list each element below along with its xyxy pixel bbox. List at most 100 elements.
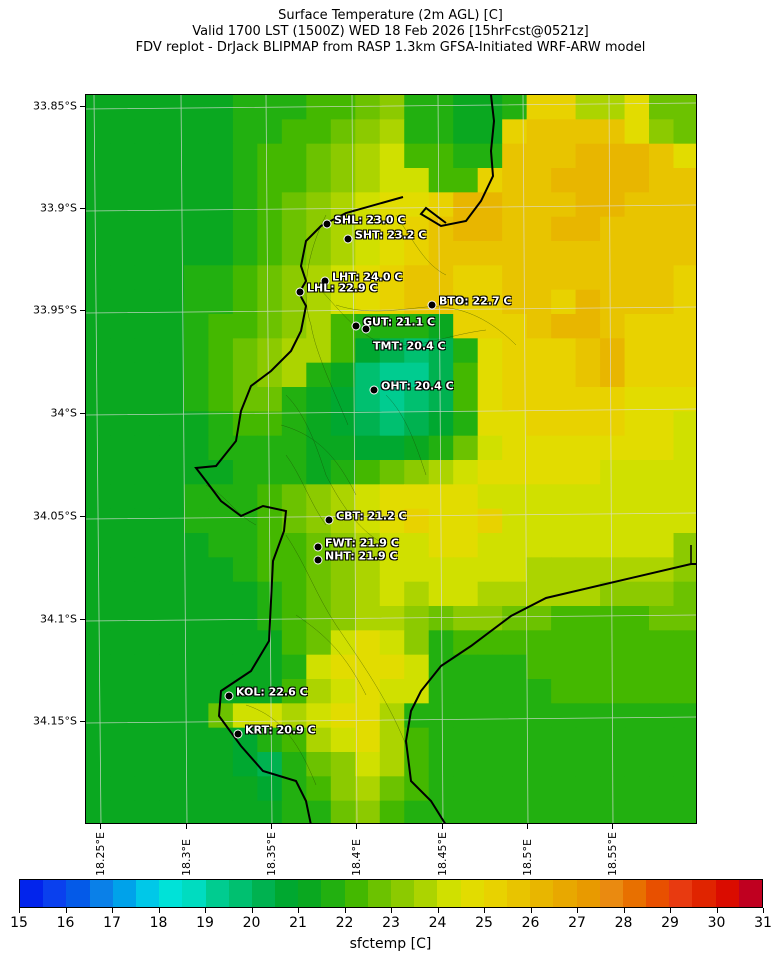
station-marker-cbt[interactable]: [324, 515, 334, 525]
temp-cell: [379, 776, 405, 802]
station-marker-kol[interactable]: [224, 691, 234, 701]
temp-cell: [624, 338, 650, 364]
temp-cell: [477, 606, 503, 631]
temp-cell: [306, 435, 332, 461]
temp-cell: [502, 216, 528, 242]
temp-cell: [600, 411, 626, 437]
temp-cell: [86, 411, 111, 437]
colorbar-tick: [530, 908, 532, 913]
temp-cell: [330, 143, 356, 169]
temp-cell: [428, 314, 454, 339]
station-marker-tmt[interactable]: [361, 324, 371, 334]
temp-cell: [600, 338, 626, 364]
station-marker-bto[interactable]: [427, 300, 437, 310]
temp-cell: [649, 776, 675, 802]
temp-cell: [183, 216, 209, 242]
lat-tick: [80, 721, 85, 722]
temp-cell: [624, 703, 650, 729]
temp-cell: [110, 727, 136, 753]
temp-cell: [208, 338, 234, 364]
temp-cell: [526, 338, 552, 364]
lat-label: 33.95°S: [33, 303, 77, 317]
station-marker-krt[interactable]: [233, 729, 243, 739]
temp-cell: [502, 533, 528, 558]
temp-cell: [379, 557, 405, 583]
temp-cell: [649, 168, 675, 193]
temp-cell: [502, 679, 528, 704]
station-marker-fwt[interactable]: [313, 542, 323, 552]
temp-cell: [600, 387, 626, 412]
temp-cell: [306, 630, 332, 656]
colorbar-bin: [669, 880, 693, 907]
temp-cell: [673, 630, 696, 656]
temp-cell: [477, 484, 503, 510]
colorbar-tick: [623, 908, 625, 913]
colorbar-bin: [576, 880, 600, 907]
temp-cell: [355, 338, 381, 364]
colorbar-bin: [228, 880, 252, 907]
temp-cell: [624, 119, 650, 145]
temp-cell: [208, 168, 234, 193]
temp-cell: [159, 484, 185, 510]
temp-cell: [355, 752, 381, 777]
temp-cell: [649, 484, 675, 510]
temp-cell: [306, 581, 332, 607]
temp-cell: [600, 484, 626, 510]
lat-label: 34°S: [50, 406, 77, 420]
station-marker-lht[interactable]: [320, 276, 330, 286]
colorbar-tick-label: 28: [614, 915, 633, 931]
station-marker-shl[interactable]: [322, 219, 332, 229]
temp-cell: [281, 338, 307, 364]
temp-cell: [110, 533, 136, 558]
temp-cell: [551, 508, 577, 534]
station-label-shl: SHL: 23.0 C: [334, 213, 406, 227]
temp-cell: [453, 703, 479, 729]
temp-cell: [232, 338, 258, 364]
temp-cell: [453, 776, 479, 802]
temp-cell: [428, 630, 454, 656]
temp-cell: [551, 95, 577, 120]
station-marker-gut[interactable]: [351, 321, 361, 331]
temp-cell: [428, 484, 454, 510]
temp-cell: [551, 411, 577, 437]
temp-cell: [379, 338, 405, 364]
station-marker-sht[interactable]: [343, 234, 353, 244]
temp-cell: [183, 411, 209, 437]
temp-cell: [379, 630, 405, 656]
temp-cell: [477, 581, 503, 607]
temp-cell: [379, 752, 405, 777]
temp-cell: [355, 143, 381, 169]
temp-cell: [404, 484, 430, 510]
temp-cell: [551, 557, 577, 583]
colorbar-bin: [553, 880, 577, 907]
station-marker-nht[interactable]: [313, 555, 323, 565]
colorbar-bin: [205, 880, 229, 907]
colorbar-tick: [65, 908, 67, 913]
temp-cell: [551, 216, 577, 242]
temp-cell: [404, 192, 430, 218]
temp-cell: [281, 800, 307, 823]
temp-cell: [257, 119, 283, 145]
temp-cell: [477, 557, 503, 583]
temp-cell: [379, 411, 405, 437]
temp-cell: [526, 119, 552, 145]
temp-cell: [526, 752, 552, 777]
temp-cell: [281, 460, 307, 485]
station-marker-oht[interactable]: [369, 385, 379, 395]
temp-cell: [208, 800, 234, 823]
colorbar-tick-label: 23: [382, 915, 400, 931]
temp-cell: [330, 679, 356, 704]
temp-cell: [355, 435, 381, 461]
temp-cell: [281, 752, 307, 777]
temp-cell: [134, 119, 160, 145]
temp-cell: [134, 581, 160, 607]
temperature-field: [86, 95, 696, 823]
temp-cell: [281, 557, 307, 583]
temp-cell: [355, 216, 381, 242]
temp-cell: [453, 606, 479, 631]
temp-cell: [624, 387, 650, 412]
station-marker-lhl[interactable]: [295, 287, 305, 297]
temp-cell: [208, 630, 234, 656]
temp-cell: [477, 314, 503, 339]
temp-cell: [306, 654, 332, 680]
